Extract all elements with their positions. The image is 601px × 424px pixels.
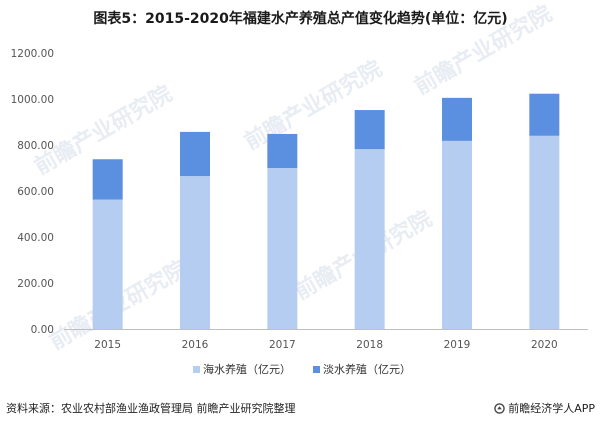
bar-seawater [180,176,210,329]
legend-swatch-seawater [193,366,200,373]
bar-freshwater [354,110,385,150]
x-tick-label: 2016 [182,339,209,351]
bar-seawater [267,168,298,329]
y-tick-label: 1000.00 [11,94,54,106]
y-tick-label: 800.00 [17,140,54,152]
x-tick-label: 2015 [94,339,121,351]
bar-freshwater [529,93,560,136]
source-note: 资料来源：农业农村部渔业渔政管理局 前瞻产业研究院整理 [6,402,296,415]
x-tick-label: 2017 [269,339,296,351]
bar-seawater [92,199,123,329]
x-axis: 2015 2016 2017 2018 2019 2020 [64,329,588,351]
y-tick-label: 0.00 [31,324,54,336]
watermark-text: 前瞻产业研究院 [410,1,556,101]
y-tick-label: 600.00 [17,186,54,198]
y-tick-label: 1200.00 [11,48,54,60]
y-axis: 0.00 200.00 400.00 600.00 800.00 1000.00 1200.… [11,48,54,336]
qianzhan-logo-icon [494,402,505,414]
bar-freshwater [92,159,123,200]
chart-title: 图表5：2015-2020年福建水产养殖总产值变化趋势(单位：亿元) [93,11,508,27]
brand-credit: 前瞻经济学人APP [494,400,595,416]
bar-seawater [529,135,560,329]
y-tick-label: 200.00 [17,278,54,290]
y-tick-label: 400.00 [17,232,54,244]
bar-seawater [442,140,472,329]
legend-swatch-freshwater [313,366,320,373]
x-tick-label: 2019 [444,339,471,351]
legend-label-freshwater: 淡水养殖（亿元） [323,362,411,376]
bar-freshwater [180,131,210,177]
bar-freshwater [267,133,298,168]
bars [92,93,560,329]
bar-freshwater [442,97,472,141]
footer: 资料来源：农业农村部渔业渔政管理局 前瞻产业研究院整理 前瞻经济学人APP [6,400,595,418]
x-tick-label: 2018 [356,339,383,351]
x-tick-label: 2020 [531,339,558,351]
legend-label-seawater: 海水养殖（亿元） [203,362,291,376]
brand-name: 前瞻经济学人APP [508,402,595,415]
legend: 海水养殖（亿元） 淡水养殖（亿元） [193,362,411,376]
bar-seawater [354,149,385,329]
